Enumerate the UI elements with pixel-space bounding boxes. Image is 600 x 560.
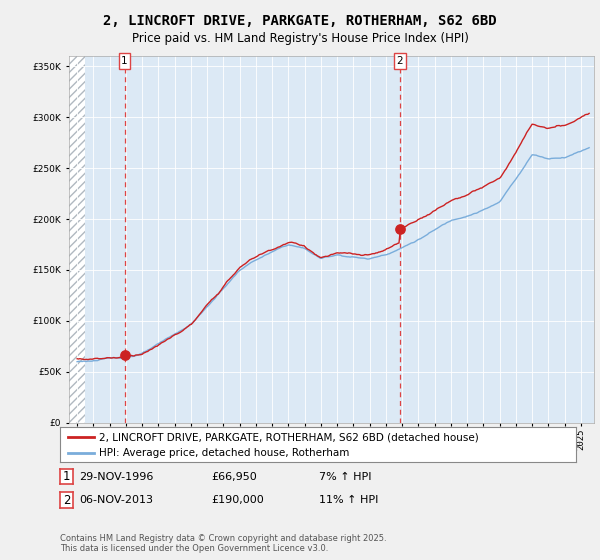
Text: 2: 2 (397, 56, 403, 66)
Text: 7% ↑ HPI: 7% ↑ HPI (319, 472, 372, 482)
Text: Price paid vs. HM Land Registry's House Price Index (HPI): Price paid vs. HM Land Registry's House … (131, 32, 469, 45)
Text: £66,950: £66,950 (211, 472, 257, 482)
Text: 06-NOV-2013: 06-NOV-2013 (79, 495, 153, 505)
Point (395, 225, 404, 234)
Text: Contains HM Land Registry data © Crown copyright and database right 2025.
This d: Contains HM Land Registry data © Crown c… (60, 534, 386, 553)
Text: 2: 2 (63, 493, 70, 507)
Text: 11% ↑ HPI: 11% ↑ HPI (319, 495, 379, 505)
Text: 29-NOV-1996: 29-NOV-1996 (79, 472, 154, 482)
Text: 2, LINCROFT DRIVE, PARKGATE, ROTHERHAM, S62 6BD (detached house): 2, LINCROFT DRIVE, PARKGATE, ROTHERHAM, … (98, 432, 478, 442)
Point (120, 350, 130, 359)
Text: £190,000: £190,000 (211, 495, 264, 505)
Text: 2, LINCROFT DRIVE, PARKGATE, ROTHERHAM, S62 6BD: 2, LINCROFT DRIVE, PARKGATE, ROTHERHAM, … (103, 14, 497, 28)
Bar (69, 56, 85, 423)
Text: HPI: Average price, detached house, Rotherham: HPI: Average price, detached house, Roth… (98, 449, 349, 458)
Text: 1: 1 (63, 470, 70, 483)
Text: 1: 1 (121, 56, 128, 66)
